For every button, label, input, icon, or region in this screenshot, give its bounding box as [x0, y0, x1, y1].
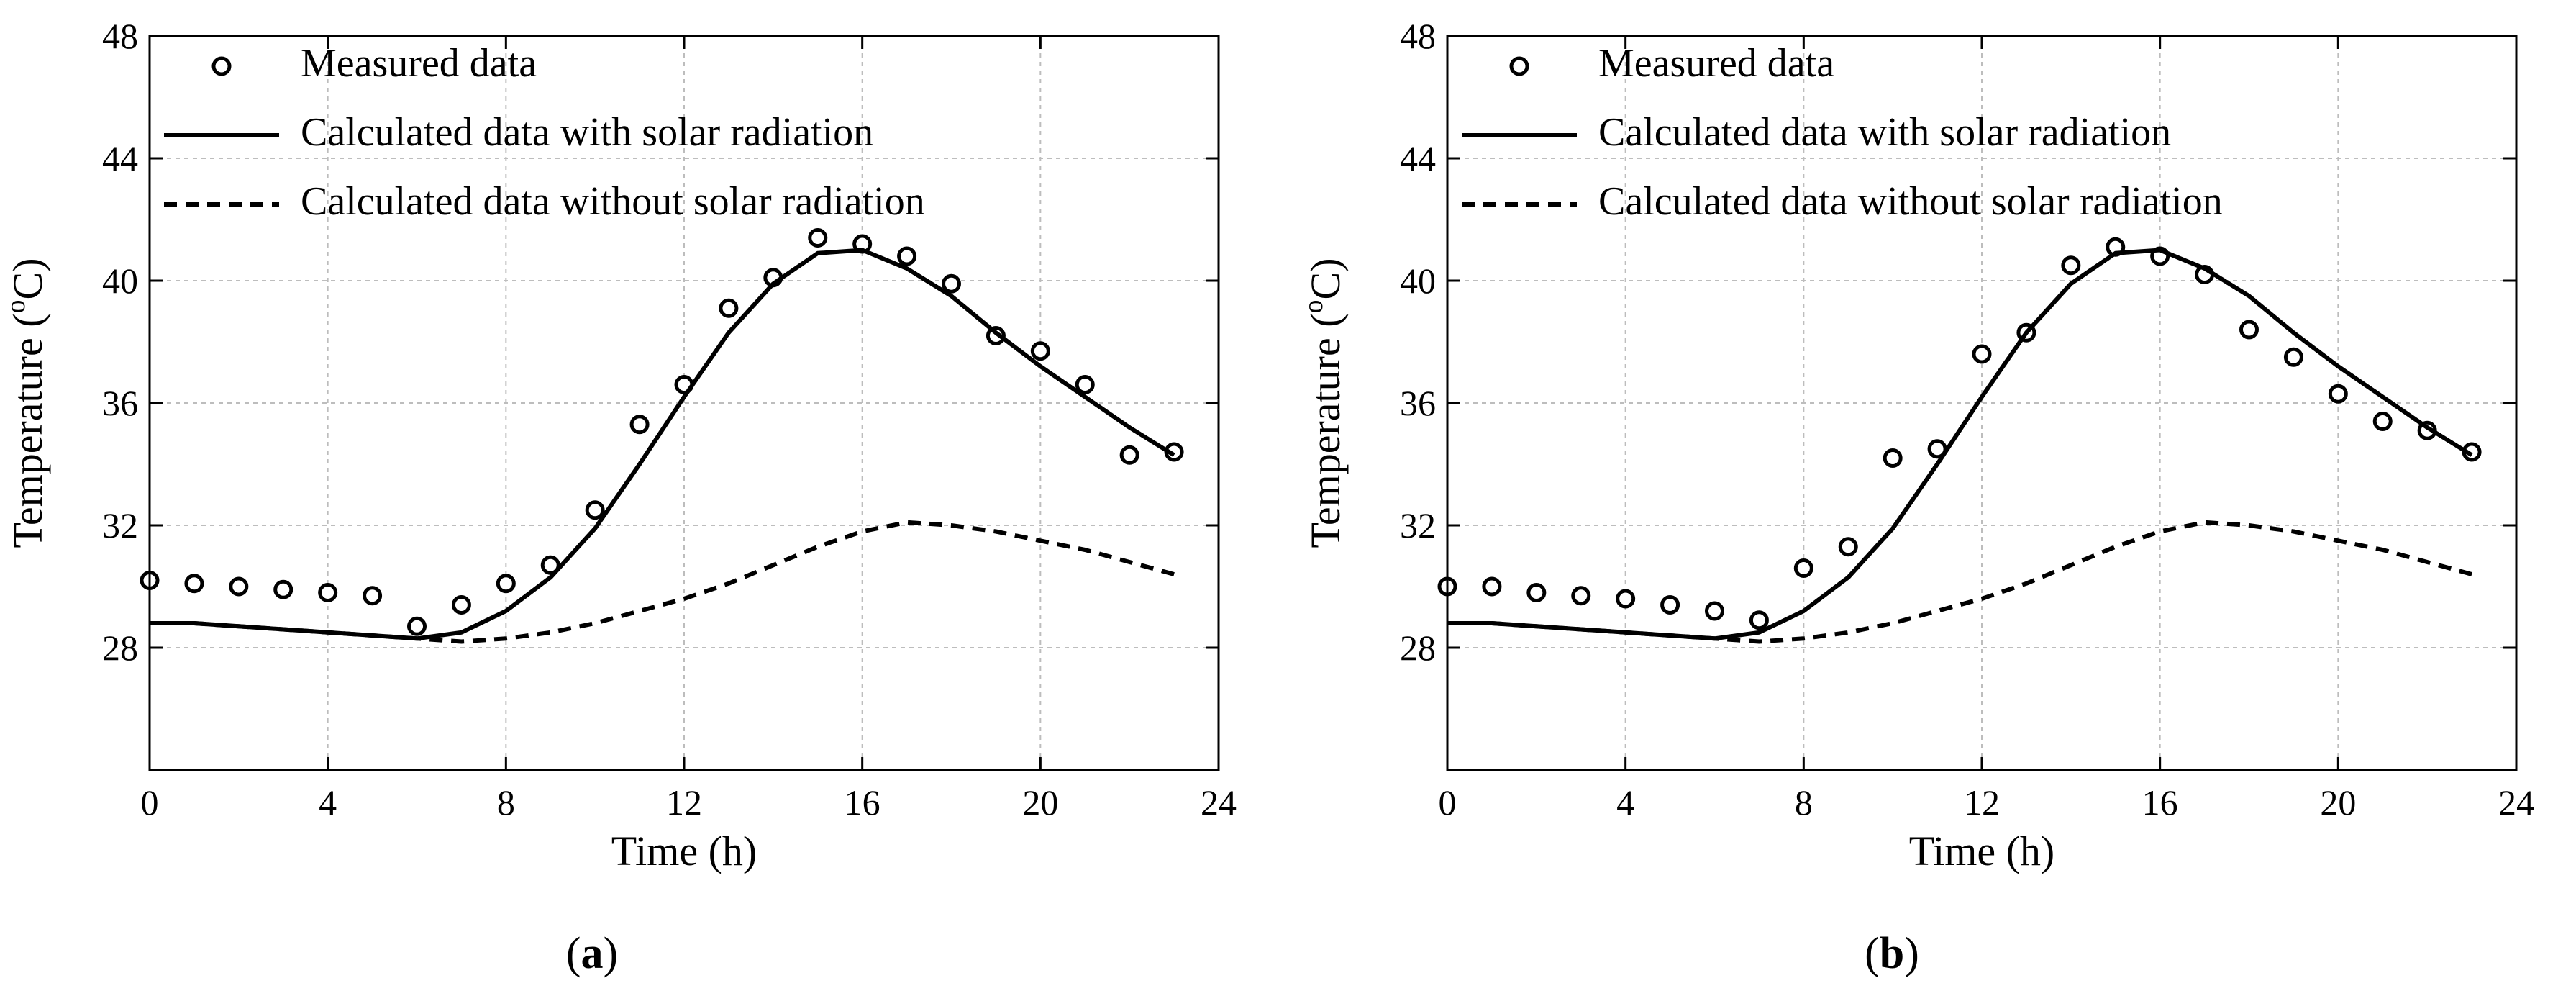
measured-data-point — [1793, 558, 1813, 578]
y-tick-label: 28 — [1400, 628, 1436, 668]
x-tick-label: 12 — [666, 782, 702, 823]
panel-label-close: ) — [604, 929, 619, 978]
y-axis-label-sup: o — [1298, 299, 1329, 313]
series-line-with-solar — [1447, 248, 2473, 641]
legend: Measured data Calculated data with solar … — [164, 41, 925, 224]
x-axis-label: Time (h) — [1909, 828, 2055, 874]
measured-data-point — [1660, 595, 1680, 615]
x-tick-label: 4 — [1616, 782, 1634, 823]
legend-label: Calculated data without solar radiation — [301, 179, 925, 224]
panel-label-open: ( — [566, 929, 581, 978]
y-tick-label: 28 — [102, 628, 138, 668]
legend-label: Calculated data with solar radiation — [1598, 110, 2171, 155]
measured-data-point — [808, 228, 828, 248]
y-axis-label: Temperature (oC) — [1298, 258, 1349, 548]
legend-label: Measured data — [301, 41, 537, 86]
measured-data-point — [273, 579, 293, 599]
measured-data-point — [1749, 610, 1769, 630]
measured-data-point — [1030, 341, 1050, 361]
measured-data-point — [2239, 320, 2259, 340]
x-tick-label: 20 — [1022, 782, 1058, 823]
y-axis-label-main: Temperature ( — [1302, 313, 1349, 548]
measured-data-point — [1075, 375, 1095, 394]
measured-data-point — [1705, 601, 1724, 621]
measured-data-point — [1526, 583, 1547, 602]
measured-data-point — [540, 555, 560, 575]
series-line-with-solar — [150, 248, 1175, 641]
y-tick-label: 44 — [1400, 138, 1436, 178]
y-axis-label-tail: C) — [1302, 258, 1349, 299]
y-tick-label: 48 — [1400, 16, 1436, 56]
y-axis-label-main: Temperature ( — [4, 313, 51, 548]
measured-data-point — [2372, 412, 2393, 431]
measured-data-point — [897, 246, 917, 266]
measured-data-point — [2283, 347, 2303, 367]
measured-data-point — [1119, 445, 1139, 465]
measured-data-point — [184, 574, 204, 594]
legend-label: Measured data — [1598, 41, 1834, 86]
y-tick-label: 48 — [102, 16, 138, 56]
x-tick-label: 24 — [2498, 782, 2534, 823]
y-tick-label: 36 — [1400, 383, 1436, 423]
legend-label: Calculated data with solar radiation — [301, 110, 873, 155]
y-tick-label: 36 — [102, 383, 138, 423]
measured-data-point — [318, 583, 338, 602]
y-tick-label: 40 — [102, 261, 138, 301]
measured-data-point — [585, 500, 605, 520]
gridlines — [150, 36, 1219, 770]
measured-data-point — [719, 298, 739, 318]
measured-data-point — [407, 616, 427, 636]
x-tick-label: 12 — [1964, 782, 2000, 823]
panel-label-letter: b — [1880, 929, 1904, 978]
x-tick-label: 8 — [497, 782, 515, 823]
x-tick-label: 24 — [1201, 782, 1237, 823]
y-tick-label: 44 — [102, 138, 138, 178]
x-tick-label: 4 — [319, 782, 337, 823]
measured-data-point — [496, 574, 516, 594]
legend-marker-measured — [1509, 56, 1529, 76]
measured-data-point — [942, 273, 961, 294]
legend-label: Calculated data without solar radiation — [1598, 179, 2223, 224]
x-tick-label: 20 — [2320, 782, 2356, 823]
measured-data-point — [229, 576, 249, 597]
panel-label-close: ) — [1904, 929, 1919, 978]
y-axis-label: Temperature (oC) — [1, 258, 51, 548]
series-line-without-solar — [150, 520, 1175, 644]
measured-data-point — [1482, 576, 1502, 597]
measured-data-point — [451, 595, 471, 615]
y-tick-label: 32 — [1400, 505, 1436, 545]
y-axis-label-sup: o — [1, 299, 31, 313]
measured-data-point — [1972, 344, 1992, 364]
measured-data-point — [1838, 537, 1858, 557]
measured-data-point — [1571, 586, 1591, 606]
x-tick-label: 16 — [2142, 782, 2178, 823]
measured-data-point — [2328, 384, 2348, 404]
measured-data-point — [1616, 589, 1636, 609]
legend: Measured data Calculated data with solar … — [1462, 41, 2223, 224]
panel-label-open: ( — [1865, 929, 1880, 978]
panel-label-letter: a — [581, 929, 604, 978]
x-tick-label: 8 — [1795, 782, 1813, 823]
measured-data-point — [1883, 448, 1903, 468]
measured-data-point — [629, 415, 650, 435]
plot-frame — [1446, 35, 2518, 771]
measured-data-point — [2061, 255, 2081, 276]
x-axis-label: Time (h) — [611, 828, 757, 874]
measured-data-point — [363, 586, 383, 606]
plot-frame — [148, 35, 1220, 771]
panel-label: (a) — [566, 929, 618, 978]
x-tick-label: 16 — [845, 782, 880, 823]
x-tick-label: 0 — [141, 782, 159, 823]
series-line-without-solar — [1447, 520, 2472, 644]
legend-marker-measured — [211, 56, 232, 76]
y-axis-label-tail: C) — [4, 258, 51, 299]
y-tick-label: 40 — [1400, 261, 1436, 301]
x-tick-label: 0 — [1439, 782, 1457, 823]
y-tick-label: 32 — [102, 505, 138, 545]
panel-label: (b) — [1865, 929, 1919, 978]
